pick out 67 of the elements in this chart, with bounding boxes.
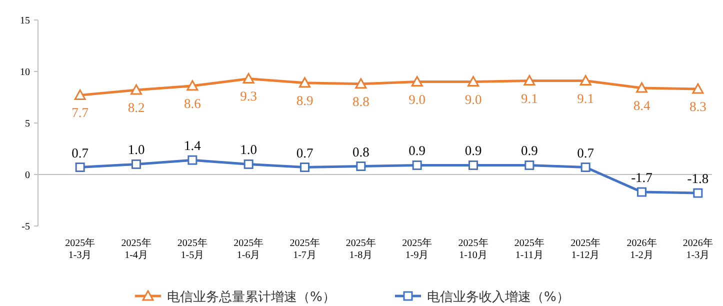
data-label: 1.0 bbox=[240, 142, 258, 158]
x-tick-label: 2025年 1-4月 bbox=[121, 237, 152, 261]
point bbox=[74, 89, 86, 100]
point bbox=[132, 159, 141, 169]
data-label: 0.7 bbox=[577, 145, 594, 160]
point bbox=[524, 75, 536, 86]
data-label: 9.0 bbox=[464, 92, 482, 107]
point bbox=[524, 160, 534, 170]
x-tick-label: 2025年 1-12月 bbox=[570, 237, 601, 261]
point bbox=[580, 162, 590, 172]
data-label: 0.9 bbox=[520, 143, 538, 158]
data-label: 1.0 bbox=[128, 142, 145, 158]
point bbox=[299, 77, 310, 88]
data-label: 8.4 bbox=[633, 98, 650, 113]
data-label: -1.8 bbox=[687, 171, 709, 186]
point bbox=[637, 187, 646, 197]
x-tick-label: 2025年 1-9月 bbox=[402, 237, 432, 261]
point bbox=[468, 76, 479, 87]
data-label: 8.6 bbox=[184, 96, 202, 111]
data-label: 9.0 bbox=[408, 92, 426, 107]
legend-label: 电信业务总量累计增速（%） bbox=[167, 290, 336, 305]
x-tick-label: 2025年 1-8月 bbox=[346, 237, 376, 261]
point bbox=[244, 159, 254, 169]
data-label: 9.1 bbox=[520, 90, 538, 106]
x-tick-label: 2025年 1-3月 bbox=[65, 237, 96, 261]
data-label: 8.9 bbox=[296, 92, 314, 108]
data-label: 0.9 bbox=[408, 143, 426, 158]
x-tick-label: 2026年 1-2月 bbox=[626, 237, 657, 261]
point bbox=[468, 160, 478, 170]
y-tick-label: 0 bbox=[25, 170, 30, 181]
point bbox=[636, 82, 648, 93]
point bbox=[130, 84, 142, 95]
x-tick-label: 2025年 1-6月 bbox=[234, 237, 264, 261]
y-tick-label: 5 bbox=[25, 118, 30, 130]
data-label: 0.7 bbox=[296, 145, 314, 160]
point bbox=[412, 160, 422, 170]
x-tick-label: 2025年 1-11月 bbox=[514, 237, 544, 261]
data-label: 9.1 bbox=[577, 90, 594, 106]
data-label: 1.4 bbox=[184, 138, 202, 154]
point bbox=[411, 76, 423, 87]
data-label: 8.8 bbox=[352, 94, 370, 109]
data-label: 0.9 bbox=[464, 143, 482, 158]
data-label: 0.7 bbox=[72, 145, 89, 160]
point bbox=[355, 78, 367, 89]
y-tick-label: 10 bbox=[20, 67, 30, 78]
y-tick-label: 15 bbox=[20, 16, 30, 26]
point bbox=[300, 162, 310, 172]
point bbox=[692, 83, 704, 94]
data-label: -1.7 bbox=[631, 170, 653, 186]
point bbox=[188, 155, 198, 165]
point bbox=[580, 75, 592, 86]
point bbox=[356, 162, 366, 172]
x-tick-label: 2025年 1-7月 bbox=[290, 237, 320, 261]
legend-label: 电信业务收入增速（%） bbox=[427, 290, 570, 305]
point bbox=[186, 80, 198, 91]
x-tick-label: 2025年 1-5月 bbox=[177, 237, 208, 261]
data-label: 7.7 bbox=[72, 105, 89, 120]
data-label: 8.3 bbox=[689, 99, 707, 114]
point bbox=[693, 188, 703, 198]
point bbox=[75, 162, 85, 172]
y-tick-label: -5 bbox=[22, 222, 30, 232]
data-label: 0.8 bbox=[352, 144, 370, 160]
x-tick-label: 2026年 1-3月 bbox=[682, 237, 713, 261]
data-label: 8.2 bbox=[128, 100, 145, 116]
point bbox=[242, 72, 254, 84]
data-label: 9.3 bbox=[240, 88, 258, 104]
x-tick-label: 2025年 1-10月 bbox=[458, 237, 488, 261]
